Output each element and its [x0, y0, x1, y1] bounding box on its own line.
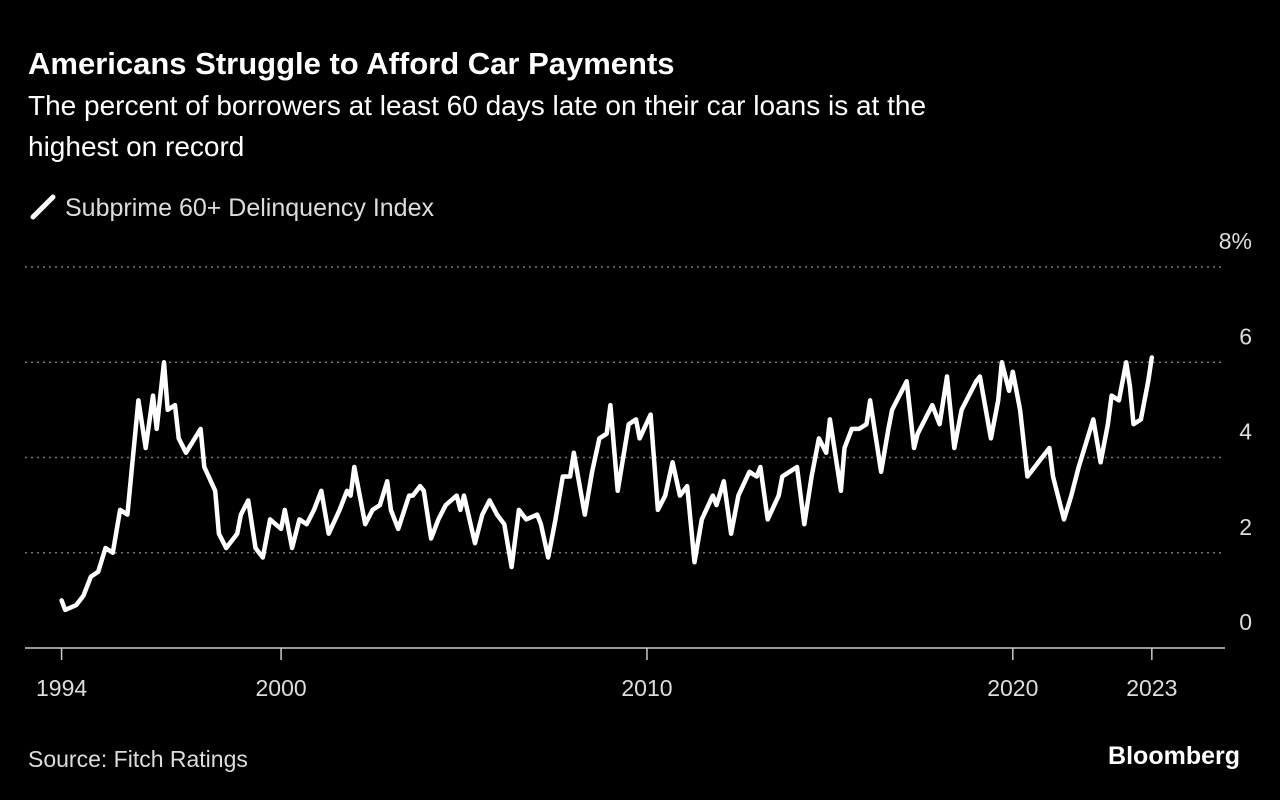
x-tick-label: 2000	[256, 675, 307, 701]
x-tick-label: 2023	[1126, 675, 1177, 701]
x-tick-label: 1994	[36, 675, 87, 701]
x-tick-label: 2010	[621, 675, 672, 701]
y-tick-label: 6	[1239, 323, 1252, 349]
chart-title: Americans Struggle to Afford Car Payment…	[28, 46, 675, 81]
legend-label: Subprime 60+ Delinquency Index	[65, 194, 434, 222]
y-tick-label: 4	[1239, 419, 1252, 445]
source: Source: Fitch Ratings	[28, 746, 248, 772]
y-tick-label: 8%	[1219, 228, 1252, 254]
line-series	[59, 355, 1155, 613]
chart-subtitle: The percent of borrowers at least 60 day…	[28, 90, 926, 121]
y-tick-label: 2	[1239, 514, 1252, 540]
brand: Bloomberg	[1108, 742, 1240, 770]
y-tick-label: 0	[1239, 609, 1252, 635]
x-tick-label: 2020	[987, 675, 1038, 701]
legend-swatch	[30, 194, 56, 220]
chart-subtitle: highest on record	[28, 131, 244, 162]
